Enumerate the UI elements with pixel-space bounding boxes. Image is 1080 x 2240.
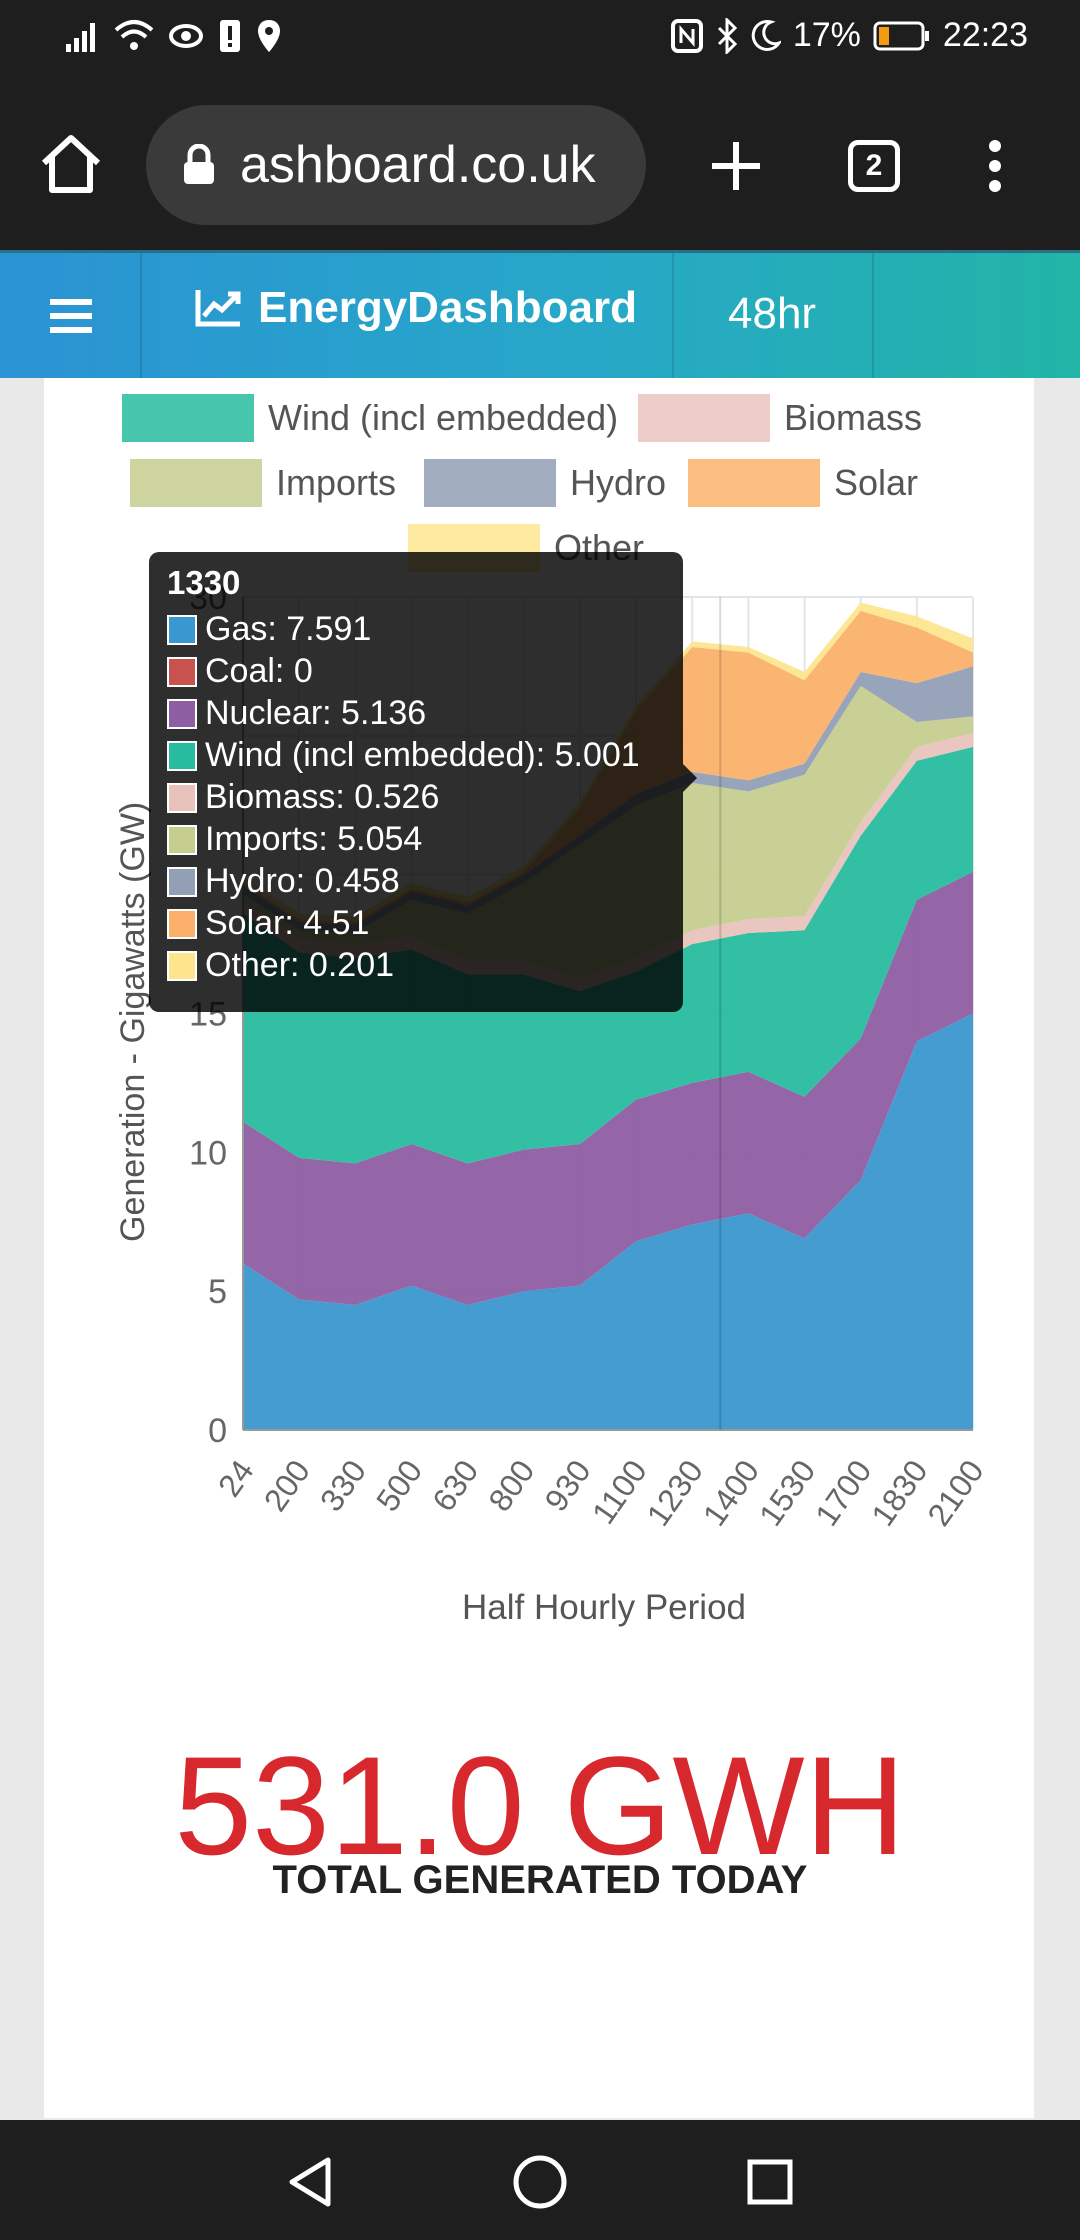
legend-item-hydro[interactable]: Hydro xyxy=(424,459,666,507)
legend-item-imports[interactable]: Imports xyxy=(130,459,396,507)
recents-icon[interactable] xyxy=(746,2158,794,2206)
legend-item-biomass[interactable]: Biomass xyxy=(638,394,922,442)
home-icon[interactable] xyxy=(38,133,104,195)
eye-icon xyxy=(169,24,203,48)
tooltip-row: Coal: 0 xyxy=(167,652,313,691)
wifi-icon xyxy=(114,20,154,50)
tooltip-row: Gas: 7.591 xyxy=(167,610,371,649)
tooltip-color-swatch xyxy=(167,950,197,981)
total-generated-value: 531.0 GWH xyxy=(174,1727,906,1884)
y-tick-label: 5 xyxy=(208,1273,227,1311)
tooltip-row-label: Coal: 0 xyxy=(205,652,313,690)
back-icon[interactable] xyxy=(286,2156,334,2208)
clock: 22:23 xyxy=(942,16,1028,54)
tooltip-row: Biomass: 0.526 xyxy=(167,778,439,817)
new-tab-icon[interactable] xyxy=(708,138,764,194)
tooltip-color-swatch xyxy=(167,908,197,939)
tab-switcher-button[interactable]: 2 xyxy=(848,140,900,192)
tooltip-row-label: Hydro: 0.458 xyxy=(205,862,400,900)
status-bar: 17% 22:23 xyxy=(0,0,1080,80)
lock-icon xyxy=(184,144,214,184)
tooltip-caret xyxy=(683,764,697,792)
location-icon xyxy=(258,20,280,52)
tooltip-color-swatch xyxy=(167,782,197,813)
home-circle-icon[interactable] xyxy=(512,2154,568,2210)
tooltip-color-swatch xyxy=(167,740,197,771)
area-series-wind-incl-embedded[interactable] xyxy=(243,746,973,1164)
more-menu-icon[interactable] xyxy=(980,138,1010,194)
x-tick-label: 1530 xyxy=(752,1453,822,1532)
y-tick-label: 10 xyxy=(189,1134,227,1172)
x-tick-label: 24 xyxy=(211,1453,261,1503)
tooltip-row-label: Other: 0.201 xyxy=(205,946,395,984)
area-series-biomass[interactable] xyxy=(243,733,973,992)
url-text: ashboard.co.uk xyxy=(240,136,596,194)
x-tick-label: 330 xyxy=(313,1453,373,1517)
hamburger-menu-icon[interactable] xyxy=(50,299,92,333)
battery-icon xyxy=(873,21,929,50)
x-tick-label: 630 xyxy=(425,1453,485,1517)
address-bar[interactable]: ashboard.co.uk xyxy=(146,105,646,225)
x-axis-label: Half Hourly Period xyxy=(462,1588,746,1627)
legend-item-wind[interactable]: Wind (incl embedded) xyxy=(122,394,618,442)
brand-title: EnergyDashboard xyxy=(258,283,637,332)
tooltip-row-label: Gas: 7.591 xyxy=(205,610,372,648)
tooltip-row-label: Wind (incl embedded): 5.001 xyxy=(205,736,640,774)
x-tick-label: 1700 xyxy=(808,1453,878,1532)
x-tick-label: 500 xyxy=(369,1453,429,1517)
chart-tooltip: 1330 Gas: 7.591 Coal: 0 Nuclear: 5.136 Wind… xyxy=(149,552,683,1012)
tooltip-row: Nuclear: 5.136 xyxy=(167,694,426,733)
moon-icon xyxy=(751,19,781,51)
nav-item-48hr[interactable]: 48hr xyxy=(728,289,817,338)
sim-alert-icon xyxy=(220,20,240,52)
x-tick-label: 800 xyxy=(481,1453,541,1517)
line-chart-icon xyxy=(195,290,241,327)
tooltip-row-label: Biomass: 0.526 xyxy=(205,778,440,816)
tooltip-row-label: Solar: 4.51 xyxy=(205,904,370,942)
tooltip-color-swatch xyxy=(167,698,197,729)
y-axis-label: Generation - Gigawatts (GW) xyxy=(114,801,152,1242)
browser-toolbar: ashboard.co.uk 2 xyxy=(0,80,1080,250)
x-tick-label: 1230 xyxy=(640,1453,710,1532)
signal-icon xyxy=(66,23,95,52)
tooltip-row: Other: 0.201 xyxy=(167,946,394,985)
app-navbar: EnergyDashboard 48hr xyxy=(0,250,1080,378)
tooltip-color-swatch xyxy=(167,824,197,855)
battery-percent: 17% xyxy=(792,16,861,54)
nfc-icon xyxy=(670,18,703,53)
area-series-gas[interactable] xyxy=(243,1013,973,1431)
tooltip-color-swatch xyxy=(167,656,197,687)
x-tick-label: 200 xyxy=(257,1453,317,1517)
system-nav-bar xyxy=(0,2120,1080,2240)
tooltip-row-label: Nuclear: 5.136 xyxy=(205,694,427,732)
tooltip-color-swatch xyxy=(167,614,197,645)
x-tick-label: 1400 xyxy=(696,1453,766,1532)
y-tick-label: 0 xyxy=(208,1412,227,1450)
legend-item-solar[interactable]: Solar xyxy=(688,459,918,507)
tooltip-color-swatch xyxy=(167,866,197,897)
tooltip-row: Hydro: 0.458 xyxy=(167,862,400,901)
tooltip-row-label: Imports: 5.054 xyxy=(205,820,423,858)
area-series-nuclear[interactable] xyxy=(243,871,973,1305)
x-tick-label: 1830 xyxy=(864,1453,934,1532)
tooltip-row: Imports: 5.054 xyxy=(167,820,422,859)
area-series-hydro[interactable] xyxy=(243,666,973,933)
x-tick-label: 2100 xyxy=(920,1453,990,1532)
bluetooth-icon xyxy=(717,17,737,54)
total-generated-caption: TOTAL GENERATED TODAY xyxy=(272,1858,808,1902)
tooltip-row: Wind (incl embedded): 5.001 xyxy=(167,736,640,775)
brand-link[interactable]: EnergyDashboard xyxy=(194,283,637,333)
tooltip-title: 1330 xyxy=(167,564,241,601)
tooltip-row: Solar: 4.51 xyxy=(167,904,369,943)
tab-count: 2 xyxy=(865,149,883,182)
x-tick-label: 1100 xyxy=(585,1453,654,1530)
